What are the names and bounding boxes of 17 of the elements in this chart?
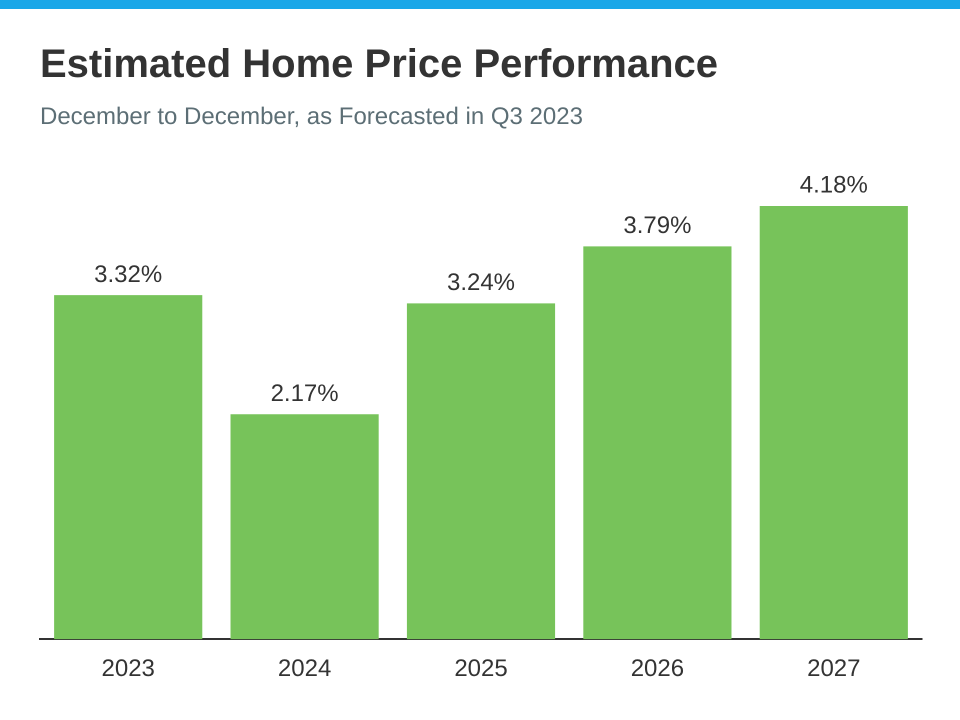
bar bbox=[230, 414, 379, 640]
bar bbox=[406, 303, 556, 640]
bar bbox=[54, 295, 202, 640]
chart-title: Estimated Home Price Performance bbox=[40, 42, 718, 87]
x-tick-label: 2025 bbox=[454, 655, 508, 682]
x-tick-label: 2026 bbox=[630, 655, 684, 682]
data-label: 3.24% bbox=[446, 269, 516, 296]
chart-subtitle: December to December, as Forecasted in Q3 2023 bbox=[40, 103, 583, 131]
data-label: 3.32% bbox=[94, 260, 162, 288]
x-tick-label: 2023 bbox=[102, 655, 155, 682]
bar bbox=[583, 246, 732, 640]
bar bbox=[760, 206, 908, 640]
data-label: 2.17% bbox=[270, 380, 339, 407]
x-tick-label: 2027 bbox=[807, 655, 860, 682]
data-label: 3.79% bbox=[623, 212, 692, 240]
data-label: 4.18% bbox=[800, 172, 868, 199]
x-tick-label: 2024 bbox=[278, 655, 332, 682]
